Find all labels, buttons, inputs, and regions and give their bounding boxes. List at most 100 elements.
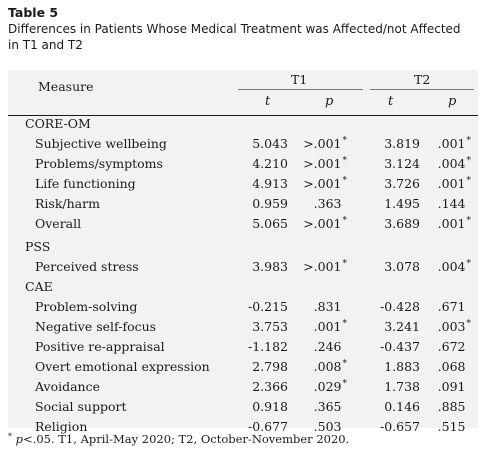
t1-p-cell: >.001* bbox=[303, 259, 347, 274]
significance-star: * bbox=[342, 379, 348, 389]
t2-p-cell: .515* bbox=[438, 419, 471, 434]
t2-p-value: .003 bbox=[437, 319, 466, 334]
t1-p-cell: .365* bbox=[314, 399, 347, 414]
t1-t-value: 5.065 bbox=[252, 216, 288, 231]
t1-p-value: >.001 bbox=[303, 156, 342, 171]
t1-p-value: .008 bbox=[313, 359, 342, 374]
t2-p-cell: .004* bbox=[438, 259, 471, 274]
t2-t-value: 1.495 bbox=[384, 196, 420, 211]
t1-p-cell: >.001* bbox=[303, 156, 347, 171]
significance-star: * bbox=[342, 156, 348, 166]
table-row: Positive re-appraisal -1.182 .246* -0.437 .6… bbox=[8, 337, 478, 357]
t2-p-cell: .091* bbox=[438, 379, 471, 394]
t1-p-value: >.001 bbox=[303, 176, 342, 191]
t1-t-value: 0.959 bbox=[252, 196, 288, 211]
t2-p-cell: .001* bbox=[438, 216, 471, 231]
t1-p-cell: .246* bbox=[314, 339, 347, 354]
table-label: Table 5 bbox=[8, 5, 59, 20]
table-row: Social support 0.918 .365* 0.146 .885* bbox=[8, 397, 478, 417]
table-row: Perceived stress 3.983 >.001* 3.078.004* bbox=[8, 257, 478, 277]
measure-label: Perceived stress bbox=[35, 259, 139, 274]
significance-star: * bbox=[342, 216, 348, 226]
t1-t-value: -0.677 bbox=[247, 419, 288, 434]
t2-t-value: 1.738 bbox=[384, 379, 420, 394]
t1-p-value: .503 bbox=[313, 419, 342, 434]
t2-p-cell: .885* bbox=[438, 399, 471, 414]
t2-t-value: 3.726 bbox=[384, 176, 420, 191]
t2-p-value: .004 bbox=[437, 156, 466, 171]
t2-p-value: .001 bbox=[437, 216, 466, 231]
section-label: PSS bbox=[25, 239, 51, 254]
t2-p-value: .144 bbox=[437, 196, 466, 211]
t2-p-value: .671 bbox=[437, 299, 466, 314]
results-table: Measure T1 T2 t p t p CORE-OM Subjective … bbox=[8, 70, 478, 434]
t1-t-value: 3.753 bbox=[252, 319, 288, 334]
table-caption-line2: in T1 and T2 bbox=[8, 38, 83, 52]
t1-p-value: >.001 bbox=[303, 259, 342, 274]
t2-header-rule bbox=[370, 89, 474, 90]
t1-p-value: .831 bbox=[313, 299, 342, 314]
section-label: CORE-OM bbox=[25, 116, 91, 131]
t2-p-value: .004 bbox=[437, 259, 466, 274]
section-row: CAE bbox=[8, 277, 478, 297]
t1-column-header: T1 bbox=[291, 72, 308, 87]
t1-t-value: 3.983 bbox=[252, 259, 288, 274]
t1-header-rule bbox=[238, 89, 363, 90]
t1-p-cell: >.001* bbox=[303, 136, 347, 151]
table-row: Life functioning 4.913 >.001* 3.726.001* bbox=[8, 174, 478, 194]
t2-p-cell: .003* bbox=[438, 319, 471, 334]
measure-label: Negative self-focus bbox=[35, 319, 157, 334]
t2-t-subheader: t bbox=[388, 94, 394, 109]
table-row: Overall 5.065 >.001* 3.689.001* bbox=[8, 214, 478, 234]
t2-column-header: T2 bbox=[414, 72, 431, 87]
t1-t-value: 4.913 bbox=[252, 176, 288, 191]
t1-t-subheader: t bbox=[265, 94, 271, 109]
table-row: Subjective wellbeing 5.043 >.001* 3.819.001… bbox=[8, 134, 478, 154]
significance-star: * bbox=[342, 259, 348, 269]
table-row: Negative self-focus 3.753 .001 * 3.241 .003* bbox=[8, 317, 478, 337]
t2-t-value: 3.078 bbox=[384, 259, 420, 274]
section-row: PSS bbox=[8, 237, 478, 257]
t2-p-cell: .672* bbox=[438, 339, 471, 354]
footnote-p-symbol: p bbox=[15, 432, 24, 446]
table-caption-line1: Differences in Patients Whose Medical Tr… bbox=[8, 22, 461, 36]
t2-p-value: .672 bbox=[437, 339, 466, 354]
t2-p-subheader: p bbox=[448, 94, 457, 109]
t1-p-cell: .503* bbox=[314, 419, 347, 434]
t1-p-value: .365 bbox=[313, 399, 342, 414]
measure-column-header: Measure bbox=[38, 79, 94, 94]
measure-label: Problems/symptoms bbox=[35, 156, 163, 171]
significance-star: * bbox=[342, 136, 348, 146]
t2-t-value: 3.241 bbox=[384, 319, 420, 334]
significance-star: * bbox=[466, 136, 472, 146]
t1-p-subheader: p bbox=[325, 94, 334, 109]
t1-t-value: 5.043 bbox=[252, 136, 288, 151]
t2-t-value: 3.124 bbox=[384, 156, 420, 171]
measure-label: Life functioning bbox=[35, 176, 136, 191]
measure-label: Overall bbox=[35, 216, 82, 231]
t1-p-value: .246 bbox=[313, 339, 342, 354]
t2-p-cell: .671* bbox=[438, 299, 471, 314]
t1-t-value: 2.366 bbox=[252, 379, 288, 394]
measure-label: Problem-solving bbox=[35, 299, 138, 314]
t1-p-value: >.001 bbox=[303, 136, 342, 151]
t2-p-value: .068 bbox=[437, 359, 466, 374]
table-title-block: Table 5 Differences in Patients Whose Me… bbox=[8, 5, 478, 53]
significance-star: * bbox=[466, 259, 472, 269]
t1-p-cell: .831* bbox=[314, 299, 347, 314]
table-row: Problems/symptoms 4.210 >.001* 3.124 .004 * bbox=[8, 154, 478, 174]
table-footnote: * p<.05. T1, April-May 2020; T2, October… bbox=[8, 432, 349, 446]
table-row: Religion -0.677 .503* -0.657 .515* bbox=[8, 417, 478, 437]
table-row: Risk/harm 0.959 .363* 1.495 .144* bbox=[8, 194, 478, 214]
section-label: CAE bbox=[25, 279, 53, 294]
t1-p-value: .001 bbox=[313, 319, 342, 334]
significance-star: * bbox=[466, 319, 472, 329]
t1-t-value: 4.210 bbox=[252, 156, 288, 171]
t2-p-value: .001 bbox=[437, 136, 466, 151]
t2-p-value: .885 bbox=[437, 399, 466, 414]
table-row: Overt emotional expression 2.798 .008* 1.88… bbox=[8, 357, 478, 377]
t1-t-value: -1.182 bbox=[247, 339, 288, 354]
t2-t-value: -0.428 bbox=[379, 299, 420, 314]
section-row: CORE-OM bbox=[8, 114, 478, 134]
